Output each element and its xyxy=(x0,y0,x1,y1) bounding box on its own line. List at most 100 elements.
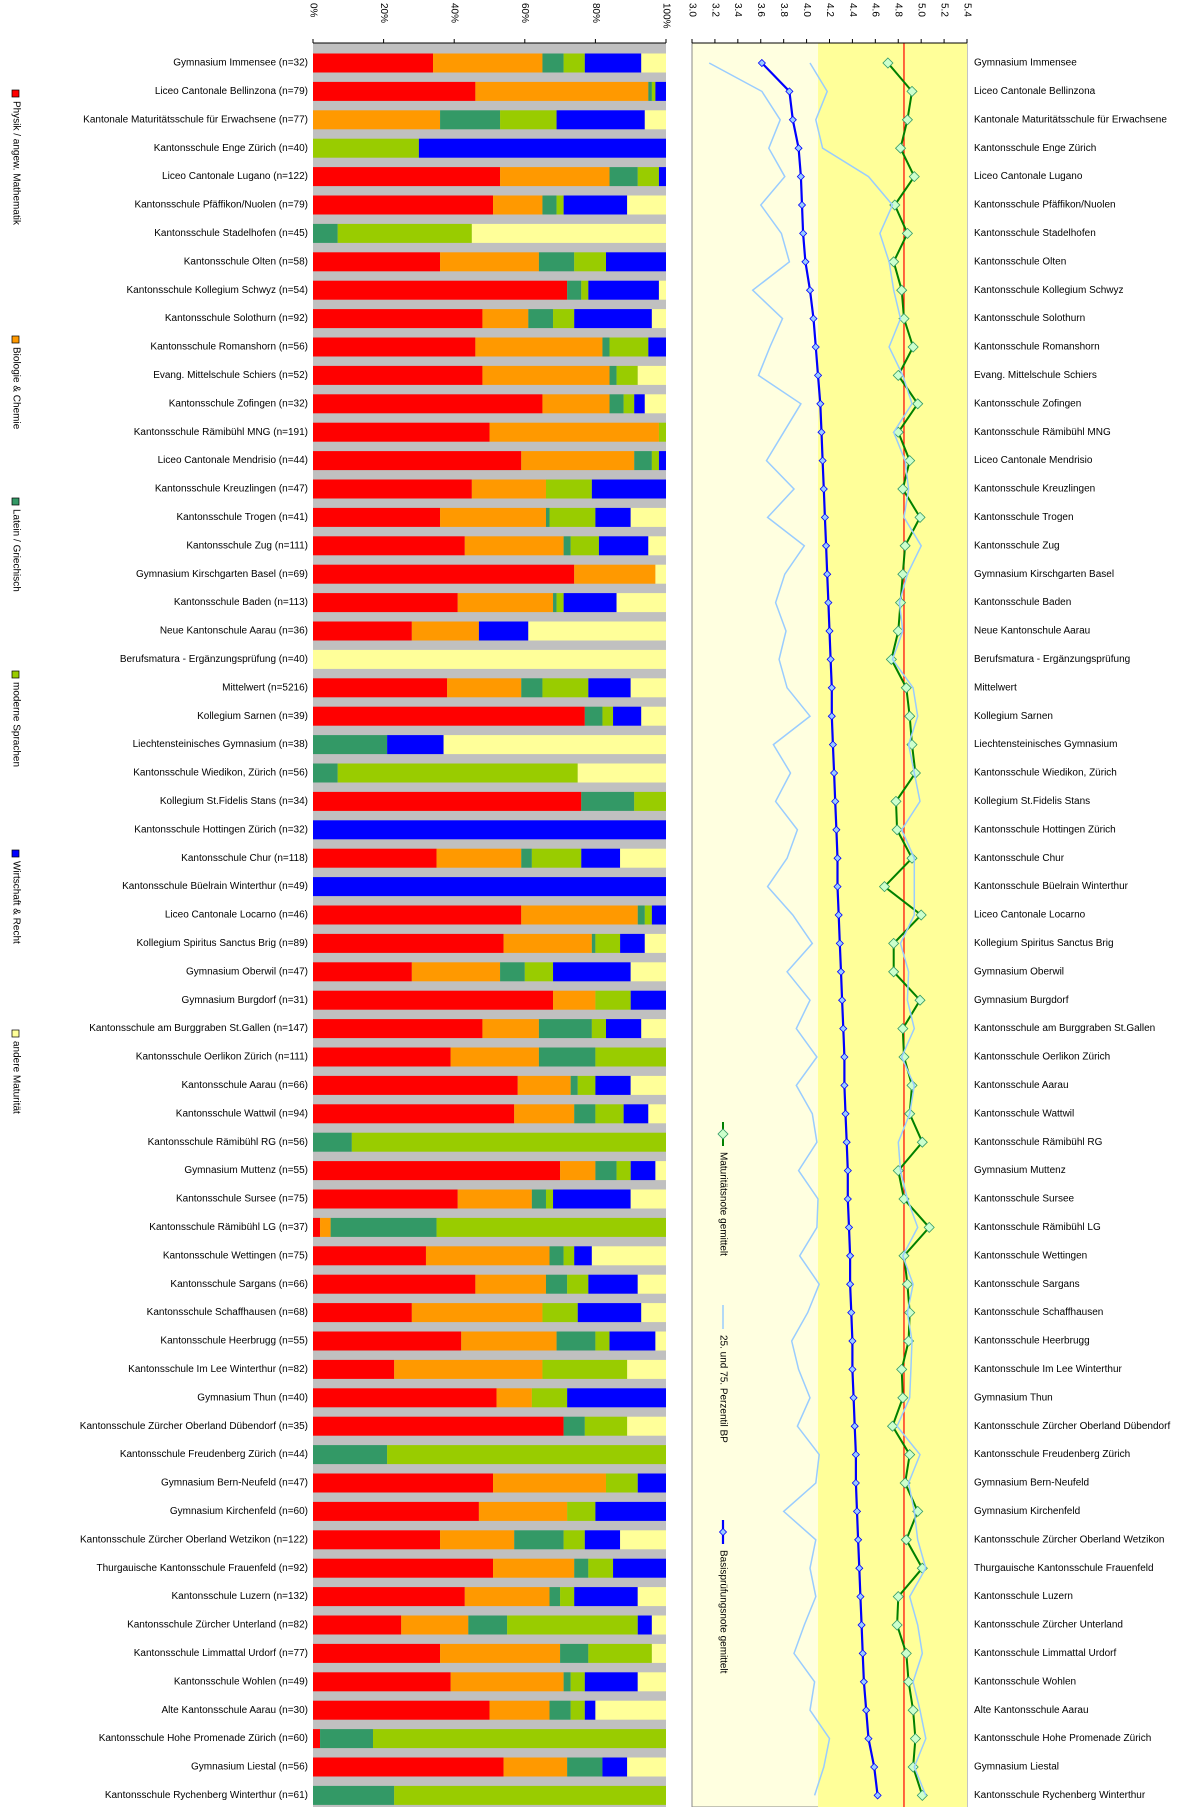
y-tick-label: Kantonale Maturitätsschule für Erwachsen… xyxy=(974,114,1167,125)
bar-segment xyxy=(521,678,543,698)
bar-segment xyxy=(588,1558,614,1578)
y-tick-label: Gymnasium Oberwil (n=47) xyxy=(186,966,308,977)
y-tick-label: Kantonsschule Hohe Promenade Zürich (n=6… xyxy=(99,1733,308,1744)
bar-segment xyxy=(313,536,465,556)
point xyxy=(843,1194,852,1204)
bar-segment xyxy=(538,1047,596,1067)
point xyxy=(882,57,894,69)
point xyxy=(901,1278,913,1290)
y-tick-label: Kantonsschule Wattwil xyxy=(974,1108,1074,1119)
y-tick-label: Evang. Mittelschule Schiers (n=52) xyxy=(153,370,308,381)
bar-segment xyxy=(521,451,635,471)
point xyxy=(901,227,913,239)
point xyxy=(855,1564,864,1573)
y-tick-label: Gymnasium Liestal (n=56) xyxy=(191,1762,308,1773)
bar-segment xyxy=(623,394,635,414)
legend-label: Physik / angew. Mathematik xyxy=(10,101,21,226)
bar-segment xyxy=(581,280,589,300)
bar-segment xyxy=(588,678,631,698)
bar-segment xyxy=(584,53,642,73)
point xyxy=(914,994,926,1006)
bar-segment xyxy=(313,1587,465,1607)
y-tick-label: Gymnasium Immensee (n=32) xyxy=(173,58,308,69)
y-tick-label: Liceo Cantonale Bellinzona (n=79) xyxy=(155,86,308,97)
y-tick-label: Kollegium Sarnen xyxy=(974,711,1053,722)
point xyxy=(841,1109,850,1118)
y-tick-label: Gymnasium Muttenz xyxy=(974,1165,1066,1176)
point xyxy=(904,455,916,467)
y-tick-label: Kantonsschule Oerlikon Zürich (n=111) xyxy=(136,1052,308,1063)
bar-segment xyxy=(313,1445,388,1465)
bar-segment xyxy=(450,1047,539,1067)
y-tick-label: Kollegium Spiritus Sanctus Brig xyxy=(974,938,1114,949)
point xyxy=(873,1791,882,1800)
point xyxy=(831,797,840,806)
bar-segment xyxy=(461,1331,557,1351)
bar-segment xyxy=(570,1672,585,1692)
bar-segment xyxy=(313,933,504,953)
y-tick-label: Kantonsschule Wiedikon, Zürich xyxy=(974,768,1117,779)
bar-segment xyxy=(531,1388,568,1408)
bar-segment xyxy=(313,1359,395,1379)
bar-segment xyxy=(588,1274,638,1294)
point xyxy=(835,939,844,948)
bar-segment xyxy=(313,621,412,641)
bar-segment xyxy=(602,706,614,726)
highlight-band xyxy=(818,43,967,1807)
bar-segment xyxy=(648,81,652,101)
bar-segment xyxy=(651,309,666,329)
y-tick-label: Gymnasium Muttenz (n=55) xyxy=(184,1165,308,1176)
y-tick-label: Kollegium Sarnen (n=39) xyxy=(197,711,308,722)
legend-label: andere Maturität xyxy=(10,1041,21,1114)
point xyxy=(827,712,836,721)
bar-segment xyxy=(630,1075,666,1095)
bar-segment xyxy=(574,252,606,272)
y-tick-label: Kantonsschule Zug (n=111) xyxy=(186,540,308,551)
point xyxy=(904,710,916,722)
point xyxy=(906,85,918,97)
bar-segment xyxy=(584,1672,638,1692)
point xyxy=(821,541,831,550)
point xyxy=(816,399,825,408)
bar-segment xyxy=(538,252,575,272)
bar-segment xyxy=(574,1558,589,1578)
bar-segment xyxy=(542,195,557,215)
point xyxy=(836,967,846,976)
bar-segment xyxy=(313,1132,352,1152)
legend-marker xyxy=(718,1527,728,1537)
bar-segment xyxy=(553,593,557,613)
point xyxy=(828,740,838,749)
bar-segment xyxy=(313,1729,321,1749)
point xyxy=(914,511,926,523)
point xyxy=(888,966,900,978)
y-tick-label: Kantonsschule Limmattal Urdorf xyxy=(974,1648,1117,1659)
bar-segment xyxy=(411,621,479,641)
bar-segment xyxy=(337,763,578,783)
bar-segment xyxy=(528,621,666,641)
bar-segment xyxy=(570,1700,585,1720)
bar-segment xyxy=(563,53,585,73)
bar-segment xyxy=(313,280,568,300)
bar-segment xyxy=(577,763,666,783)
bar-segment xyxy=(313,1501,479,1521)
bar-segment xyxy=(644,933,666,953)
bar-segment xyxy=(542,394,610,414)
bar-segment xyxy=(577,1075,596,1095)
bar-segment xyxy=(464,536,564,556)
x-tick-label: 100% xyxy=(660,3,671,29)
y-tick-label: Kantonsschule Zürcher Unterland (n=82) xyxy=(127,1620,308,1631)
bar-segment xyxy=(457,593,554,613)
point xyxy=(813,371,823,380)
y-tick-label: Kantonsschule Rämibühl RG (n=56) xyxy=(148,1137,308,1148)
y-tick-label: Kantonsschule Zürcher Oberland Wetzikon xyxy=(974,1534,1164,1545)
bar-segment xyxy=(313,905,522,925)
bar-segment xyxy=(641,53,666,73)
bar-segment xyxy=(440,1643,561,1663)
bar-segment xyxy=(313,1643,441,1663)
y-tick-label: Alte Kantonsschule Aarau (n=30) xyxy=(162,1705,308,1716)
y-tick-label: Kantonsschule Zürcher Oberland Dübendorf… xyxy=(80,1421,308,1432)
point xyxy=(850,1422,859,1431)
bar-segment xyxy=(313,678,448,698)
